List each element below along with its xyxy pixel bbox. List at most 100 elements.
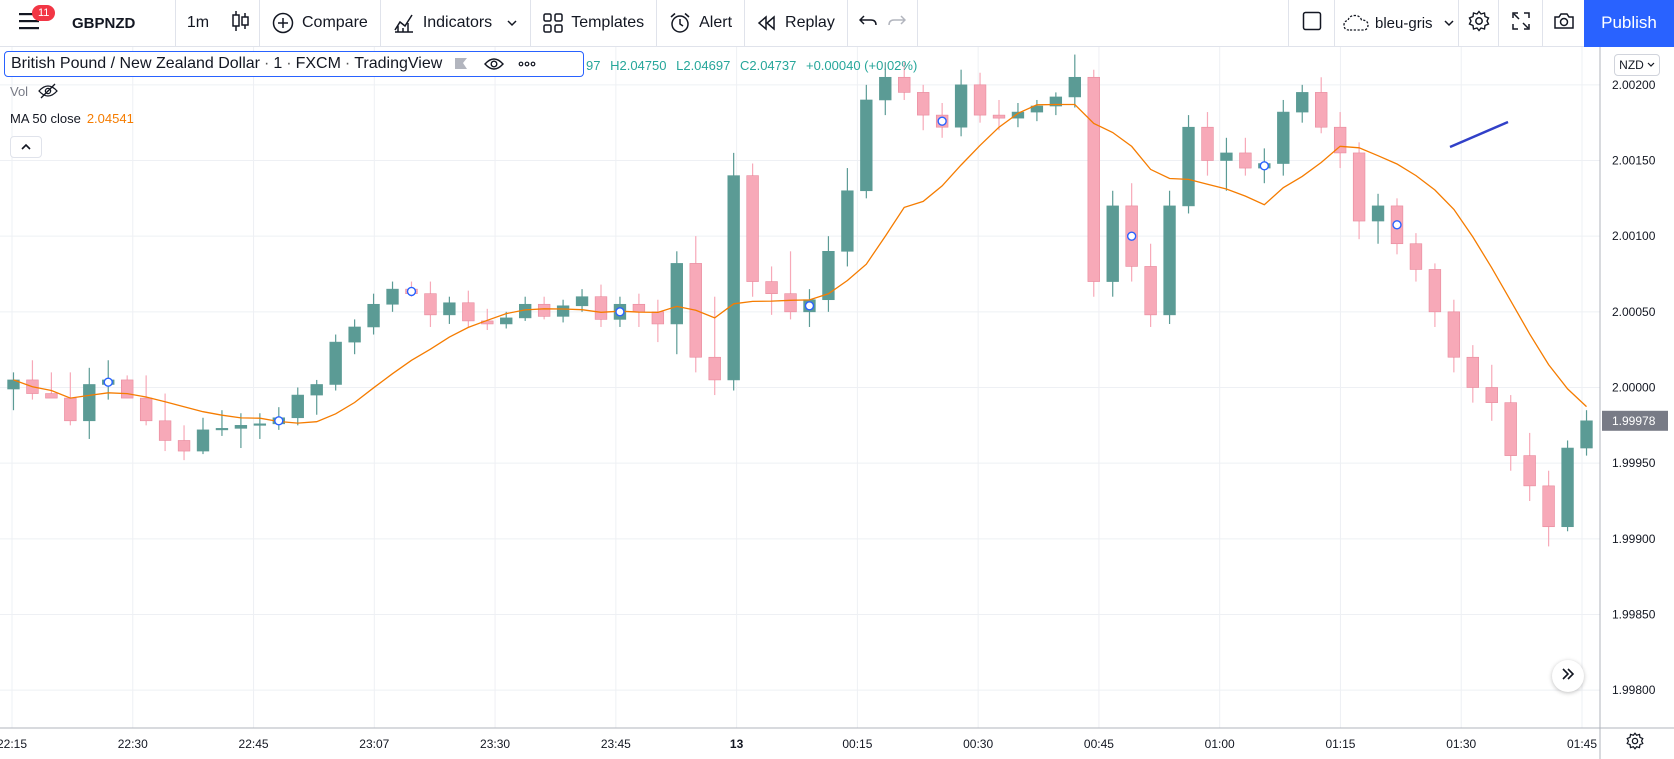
candle [500, 311, 513, 329]
event-marker[interactable] [1392, 220, 1402, 230]
event-marker[interactable] [937, 116, 947, 126]
gear-icon [1468, 9, 1490, 37]
alert-button[interactable]: Alert [657, 0, 746, 47]
candle [1068, 54, 1081, 108]
candle-body [1352, 152, 1366, 222]
legend-source: TradingView [354, 55, 443, 72]
candle [1371, 193, 1385, 244]
candle-body [1201, 126, 1214, 161]
currency-button[interactable]: NZD [1614, 54, 1660, 76]
chart-canvas[interactable]: 2.00200 2.00150 2.00100 2.00050 2.00000 1.999… [0, 47, 1674, 759]
undo-icon[interactable] [859, 14, 877, 33]
fullscreen-button[interactable] [1498, 0, 1542, 47]
event-marker[interactable] [1126, 231, 1137, 241]
publish-button[interactable]: Publish [1584, 0, 1674, 47]
candle-body [670, 263, 683, 325]
eye-icon[interactable] [484, 57, 505, 71]
event-marker[interactable] [615, 307, 625, 317]
eye-hidden-icon[interactable] [38, 83, 58, 99]
candle-body [1315, 92, 1328, 128]
candle [1144, 243, 1157, 327]
candle [594, 284, 608, 327]
indicators-button[interactable]: Indicators [381, 0, 532, 47]
replay-button[interactable]: Replay [745, 0, 848, 47]
candle-body [500, 317, 513, 325]
collapse-legend-button[interactable] [10, 136, 42, 158]
trend-line-drawing[interactable] [1449, 120, 1509, 149]
candle [1239, 137, 1252, 176]
symbol-legend[interactable]: British Pound / New Zealand Dollar · 1 ·… [4, 51, 584, 77]
candle [917, 84, 930, 131]
layout-name: bleu-gris [1375, 14, 1433, 32]
compare-button[interactable]: Compare [260, 0, 381, 47]
settings-button[interactable] [1458, 0, 1498, 47]
symbol-full-name: British Pound / New Zealand Dollar [11, 55, 261, 72]
candle [26, 360, 39, 400]
candle-body [1542, 485, 1555, 528]
current-price-tag [1602, 410, 1668, 431]
symbol-search-button[interactable]: GBPNZD [60, 0, 176, 47]
redo-icon[interactable] [887, 14, 906, 33]
ma-50-line [13, 103, 1587, 424]
scroll-to-realtime-button[interactable] [1552, 660, 1584, 692]
chevron-down-icon[interactable] [506, 14, 518, 32]
candle-body [708, 356, 721, 381]
volume-indicator-legend[interactable]: Vol [10, 83, 58, 99]
candle-body [765, 281, 778, 294]
price-label: 2.00150 [1612, 154, 1656, 168]
candle [670, 251, 683, 355]
event-marker[interactable] [274, 416, 284, 426]
candle-body [917, 92, 930, 116]
candle [1106, 190, 1119, 297]
ma-indicator-legend[interactable]: MA 50 close 2.04541 [10, 111, 134, 126]
layout-save-button[interactable]: bleu-gris [1334, 0, 1458, 47]
candle-body [1333, 126, 1347, 154]
chevron-down-icon [1647, 62, 1655, 68]
more-options-icon[interactable] [518, 61, 536, 67]
candle [879, 62, 892, 116]
candle [424, 281, 437, 327]
time-label: 23:30 [480, 737, 510, 751]
vol-label: Vol [10, 83, 29, 99]
interval-button[interactable]: 1m [186, 14, 210, 31]
candle [1315, 77, 1328, 134]
price-label: 1.99900 [1612, 532, 1656, 546]
snapshot-button[interactable] [1542, 0, 1584, 47]
event-marker[interactable] [804, 301, 815, 311]
price-axis[interactable]: 2.00200 2.00150 2.00100 2.00050 2.00000 1.999… [1599, 47, 1668, 759]
main-menu-button[interactable]: 11 [0, 0, 60, 47]
candle-body [310, 384, 323, 396]
candle [1428, 263, 1442, 327]
candle [443, 296, 456, 324]
candle-body [992, 114, 1006, 119]
time-axis[interactable]: 22:15 22:30 22:45 23:07 23:30 23:45 13 00:15 00:… [0, 727, 1674, 751]
flag-icon[interactable] [454, 57, 468, 71]
select-layout-button[interactable] [1288, 0, 1334, 47]
candle [329, 334, 342, 391]
price-label: 1.99800 [1612, 683, 1656, 697]
open-value-partial: 97 [586, 58, 601, 73]
chart-type-button[interactable] [220, 0, 260, 47]
cloud-icon [1343, 14, 1369, 32]
plus-circle-icon [272, 12, 294, 34]
grid [0, 47, 1600, 728]
candle [1485, 364, 1498, 421]
candle-body [64, 397, 77, 422]
ma-label: MA 50 close [10, 111, 81, 126]
axis-settings-button[interactable] [1626, 732, 1644, 755]
candle [651, 299, 665, 343]
event-marker[interactable] [1259, 161, 1270, 171]
event-marker[interactable] [103, 377, 113, 387]
close-value: C2.04737 [739, 58, 797, 73]
candle [1030, 99, 1044, 122]
templates-button[interactable]: Templates [531, 0, 658, 47]
candle-body [651, 311, 665, 325]
candle-body [1409, 243, 1423, 270]
undo-redo-group [848, 0, 918, 47]
time-label: 23:45 [601, 737, 631, 751]
candle [291, 387, 304, 426]
candle-body [879, 76, 892, 101]
candle-body [1485, 387, 1498, 403]
event-marker[interactable] [406, 286, 417, 297]
candle [310, 379, 323, 415]
